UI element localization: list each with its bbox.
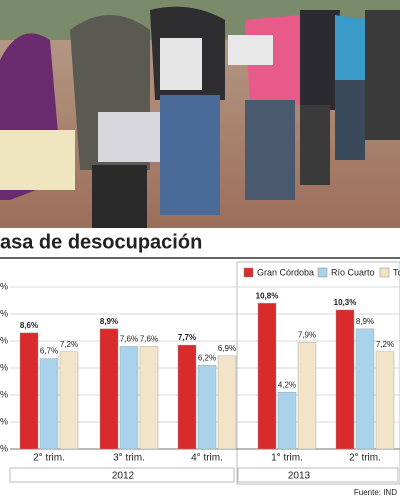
value-label: 8,6%: [20, 321, 38, 330]
bar: [139, 346, 159, 450]
value-label: 7,9%: [298, 330, 316, 339]
group-box: [237, 467, 399, 483]
bar: [335, 309, 355, 450]
panel-2013: [236, 261, 400, 485]
group-label: 2012: [112, 471, 135, 482]
value-label: 6,9%: [218, 344, 236, 353]
x-tick-label: 3° trim.: [113, 453, 145, 464]
value-label: 7,2%: [376, 340, 394, 349]
y-tick-label: %: [0, 389, 8, 399]
x-tick-label: 2° trim.: [349, 453, 381, 464]
value-label: 8,9%: [356, 317, 374, 326]
bar: [197, 365, 217, 450]
bar: [297, 342, 317, 450]
source: Fuente: IND: [354, 488, 397, 497]
x-tick-label: 4° trim.: [191, 453, 223, 464]
bar: [277, 392, 297, 450]
group-box: [9, 467, 235, 483]
x-tick-label: 1° trim.: [271, 453, 303, 464]
legend-swatch: [379, 267, 390, 278]
value-label: 7,6%: [120, 335, 138, 344]
legend-swatch: [243, 267, 254, 278]
value-label: 4,2%: [278, 380, 296, 389]
x-tick-label: 2° trim.: [33, 453, 65, 464]
legend-label: Gran Córdoba: [257, 267, 314, 277]
group-label: 2013: [288, 471, 311, 482]
value-label: 7,6%: [140, 335, 158, 344]
bar: [177, 344, 197, 450]
y-tick-label: %: [0, 281, 8, 291]
bar: [99, 328, 119, 450]
value-label: 6,7%: [40, 347, 58, 356]
y-tick-label: %: [0, 335, 8, 345]
value-label: 8,9%: [100, 317, 118, 326]
bar: [217, 355, 237, 450]
bar: [59, 351, 79, 450]
bar: [119, 346, 139, 450]
bar: [39, 358, 59, 450]
legend-label: Río Cuarto: [331, 267, 375, 277]
chart-title: asa de desocupación: [0, 231, 202, 253]
bar: [19, 332, 39, 450]
photo: [0, 0, 400, 228]
value-label: 10,8%: [256, 291, 279, 300]
y-tick-label: %: [0, 362, 8, 372]
value-label: 6,2%: [198, 353, 216, 362]
value-label: 7,7%: [178, 333, 196, 342]
bar: [375, 351, 395, 450]
legend-swatch: [317, 267, 328, 278]
value-label: 10,3%: [334, 298, 357, 307]
y-tick-label: %: [0, 308, 8, 318]
legend-label: To: [393, 267, 400, 277]
bar: [257, 303, 277, 450]
y-tick-label: %: [0, 416, 8, 426]
bar: [355, 328, 375, 450]
y-tick-label: %: [0, 443, 8, 453]
value-label: 7,2%: [60, 340, 78, 349]
